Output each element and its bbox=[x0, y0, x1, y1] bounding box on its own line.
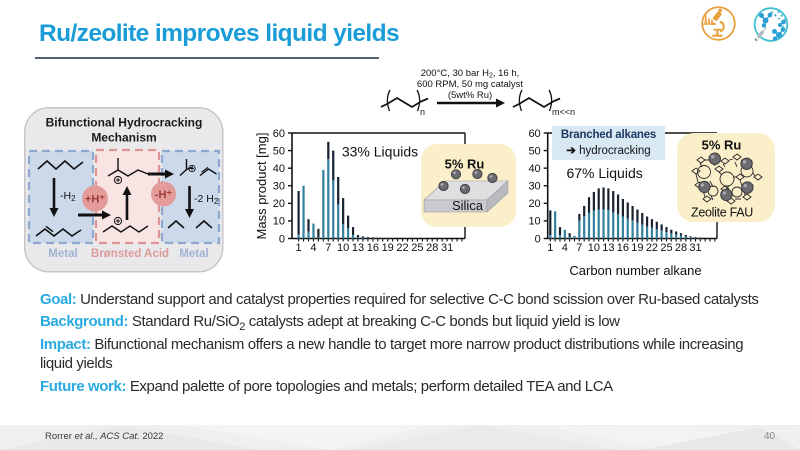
svg-text:Mechanism: Mechanism bbox=[91, 131, 156, 145]
svg-text:5% Ru: 5% Ru bbox=[702, 138, 742, 153]
svg-text:Carbon number alkane: Carbon number alkane bbox=[569, 263, 701, 278]
svg-text:50: 50 bbox=[528, 145, 540, 157]
svg-text:0: 0 bbox=[279, 233, 285, 245]
svg-text:20: 20 bbox=[273, 198, 285, 210]
svg-text:-2 H2: -2 H2 bbox=[194, 193, 219, 206]
svg-text:25: 25 bbox=[660, 242, 672, 254]
svg-text:200°C, 30 bar H2, 16 h,: 200°C, 30 bar H2, 16 h, bbox=[421, 68, 520, 80]
svg-text:13: 13 bbox=[602, 242, 614, 254]
svg-text:-H2: -H2 bbox=[60, 190, 76, 203]
svg-text:(5wt% Ru): (5wt% Ru) bbox=[448, 90, 492, 101]
svg-text:10: 10 bbox=[273, 216, 285, 228]
svg-text:n: n bbox=[420, 107, 425, 117]
svg-text:Zeolite FAU: Zeolite FAU bbox=[691, 206, 753, 220]
svg-text:10: 10 bbox=[588, 242, 600, 254]
svg-text:28: 28 bbox=[675, 242, 687, 254]
svg-text:4: 4 bbox=[310, 242, 316, 254]
svg-text:7: 7 bbox=[576, 242, 582, 254]
svg-text:Brønsted Acid: Brønsted Acid bbox=[91, 248, 169, 260]
svg-text:22: 22 bbox=[646, 242, 658, 254]
svg-text:m<<n: m<<n bbox=[552, 107, 575, 117]
svg-text:Mass product [mg]: Mass product [mg] bbox=[254, 133, 269, 240]
svg-text:16: 16 bbox=[617, 242, 629, 254]
svg-text:30: 30 bbox=[528, 181, 540, 193]
svg-text:13: 13 bbox=[352, 242, 364, 254]
svg-text:Bifunctional Hydrocracking: Bifunctional Hydrocracking bbox=[46, 116, 203, 130]
svg-text:25: 25 bbox=[411, 242, 423, 254]
svg-text:31: 31 bbox=[689, 242, 701, 254]
svg-text:50: 50 bbox=[273, 145, 285, 157]
svg-text:1: 1 bbox=[547, 242, 553, 254]
svg-text:Metal: Metal bbox=[179, 248, 208, 260]
svg-text:+H⁺: +H⁺ bbox=[85, 194, 105, 206]
svg-text:60: 60 bbox=[273, 128, 285, 140]
svg-text:31: 31 bbox=[441, 242, 453, 254]
svg-text:16: 16 bbox=[367, 242, 379, 254]
svg-text:33% Liquids: 33% Liquids bbox=[342, 144, 418, 160]
svg-text:19: 19 bbox=[382, 242, 394, 254]
svg-text:0: 0 bbox=[535, 233, 541, 245]
svg-text:5% Ru: 5% Ru bbox=[445, 157, 485, 172]
svg-text:30: 30 bbox=[273, 181, 285, 193]
svg-text:60: 60 bbox=[528, 128, 540, 140]
svg-text:67% Liquids: 67% Liquids bbox=[566, 165, 642, 181]
svg-text:Metal: Metal bbox=[48, 248, 77, 260]
svg-text:-H⁺: -H⁺ bbox=[155, 189, 173, 201]
svg-text:7: 7 bbox=[325, 242, 331, 254]
svg-text:Silica: Silica bbox=[452, 198, 484, 213]
svg-text:4: 4 bbox=[562, 242, 568, 254]
svg-text:10: 10 bbox=[337, 242, 349, 254]
svg-text:40: 40 bbox=[528, 163, 540, 175]
svg-text:20: 20 bbox=[528, 198, 540, 210]
svg-text:28: 28 bbox=[426, 242, 438, 254]
svg-text:19: 19 bbox=[631, 242, 643, 254]
svg-text:1: 1 bbox=[296, 242, 302, 254]
svg-text:10: 10 bbox=[528, 216, 540, 228]
svg-text:40: 40 bbox=[273, 163, 285, 175]
svg-text:22: 22 bbox=[396, 242, 408, 254]
svg-text:600 RPM, 50 mg catalyst: 600 RPM, 50 mg catalyst bbox=[417, 79, 523, 90]
